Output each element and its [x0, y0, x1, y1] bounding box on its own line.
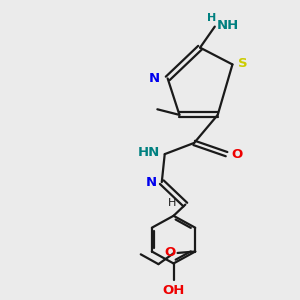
Text: N: N	[149, 72, 160, 85]
Text: NH: NH	[216, 19, 238, 32]
Text: H: H	[168, 198, 176, 208]
Text: O: O	[231, 148, 242, 160]
Text: O: O	[165, 246, 176, 260]
Text: N: N	[146, 176, 158, 189]
Text: H: H	[207, 13, 217, 23]
Text: S: S	[238, 56, 248, 70]
Text: HN: HN	[138, 146, 160, 159]
Text: OH: OH	[162, 284, 185, 298]
